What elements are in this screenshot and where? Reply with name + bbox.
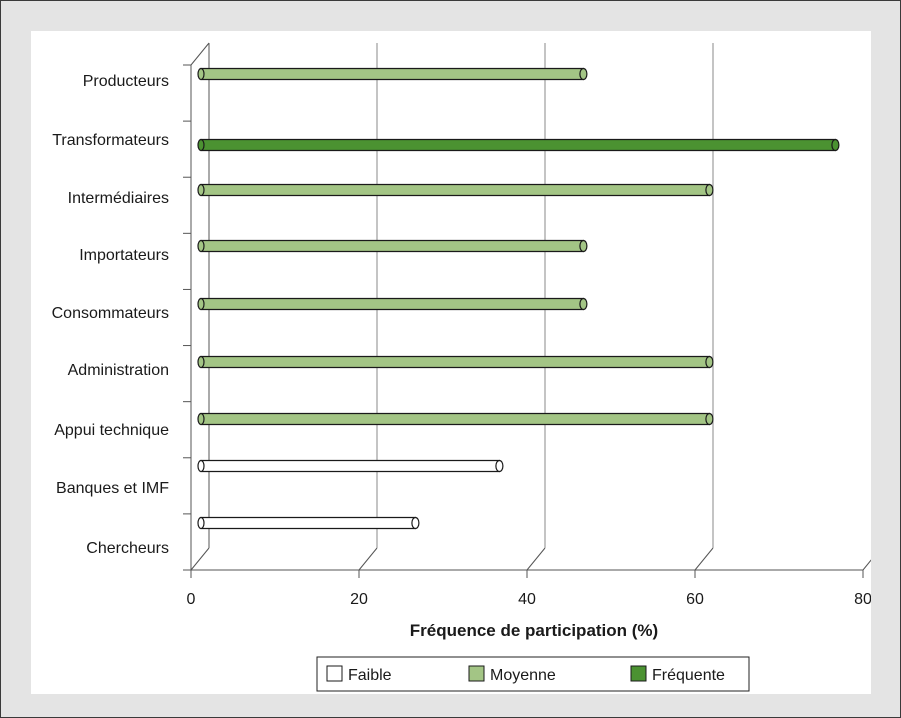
legend-box <box>316 656 750 692</box>
x-tick-labels: 0 20 40 60 80 <box>187 591 871 608</box>
x-tick-label: 0 <box>187 591 196 608</box>
legend-item: Moyenne <box>468 665 556 684</box>
bar-start-cap <box>197 297 205 311</box>
bar-end-cap <box>495 459 504 473</box>
bar-end-cap <box>579 67 588 81</box>
bar-start-cap <box>197 355 205 369</box>
bar-start-cap <box>197 183 205 197</box>
bar-end-cap <box>579 239 588 253</box>
floor-diagonal <box>862 559 871 571</box>
bar-end-cap <box>705 183 714 197</box>
bar-end-cap <box>705 412 714 426</box>
bar-body <box>200 138 836 152</box>
bar-body <box>200 459 500 473</box>
legend: Faible Moyenne Fréquente <box>316 656 750 692</box>
legend-swatch <box>630 665 647 682</box>
legend-swatch <box>468 665 485 682</box>
category-labels: Producteurs Transformateurs Intermédiaires… <box>52 73 170 557</box>
category-label: Importateurs <box>79 247 169 264</box>
wall-top-diagonal <box>190 42 210 66</box>
bar <box>197 459 504 473</box>
bar <box>197 412 714 426</box>
x-tick-label: 40 <box>518 591 536 608</box>
bar <box>197 297 588 311</box>
legend-item: Faible <box>326 665 392 684</box>
bar <box>197 516 420 530</box>
bar-end-cap <box>705 355 714 369</box>
category-label: Intermédiaires <box>68 190 169 207</box>
bar-start-cap <box>197 412 205 426</box>
category-label: Banques et IMF <box>56 480 169 497</box>
x-tick-label: 80 <box>854 591 871 608</box>
floor-diagonal <box>526 547 546 571</box>
bar-start-cap <box>197 459 205 473</box>
bar-body <box>200 67 584 81</box>
legend-swatch <box>326 665 343 682</box>
x-tick-label: 20 <box>350 591 368 608</box>
bar-body <box>200 297 584 311</box>
category-label: Consommateurs <box>52 305 169 322</box>
grid-layer <box>376 43 714 548</box>
x-axis-title: Fréquence de participation (%) <box>410 621 658 640</box>
bar-body <box>200 239 584 253</box>
bar-end-cap <box>831 138 840 152</box>
legend-label: Moyenne <box>490 667 556 684</box>
bar-layer <box>197 67 840 530</box>
chart-panel: Producteurs Transformateurs Intermédiaires… <box>31 31 871 694</box>
legend-label: Faible <box>348 667 392 684</box>
floor-diagonal <box>358 547 378 571</box>
bar-end-cap <box>579 297 588 311</box>
legend-item: Fréquente <box>630 665 725 684</box>
bar-start-cap <box>197 67 205 81</box>
x-tick-label: 60 <box>686 591 704 608</box>
bar-end-cap <box>411 516 420 530</box>
category-label: Transformateurs <box>52 132 169 149</box>
category-label: Producteurs <box>83 73 169 90</box>
bar-start-cap <box>197 516 205 530</box>
bar <box>197 138 840 152</box>
bar-start-cap <box>197 239 205 253</box>
category-label: Chercheurs <box>86 540 169 557</box>
category-label: Administration <box>68 362 169 379</box>
bar-body <box>200 355 710 369</box>
bar-body <box>200 412 710 426</box>
legend-label: Fréquente <box>652 667 725 684</box>
floor-diagonal <box>694 547 714 571</box>
bar-start-cap <box>197 138 205 152</box>
bar-chart: Producteurs Transformateurs Intermédiaires… <box>52 42 871 692</box>
floor-diagonal <box>190 547 210 571</box>
bar <box>197 239 588 253</box>
axis-layer <box>183 42 871 578</box>
bar <box>197 183 714 197</box>
bar-body <box>200 516 416 530</box>
bar-body <box>200 183 710 197</box>
category-label: Appui technique <box>54 422 169 439</box>
bar <box>197 67 588 81</box>
bar <box>197 355 714 369</box>
